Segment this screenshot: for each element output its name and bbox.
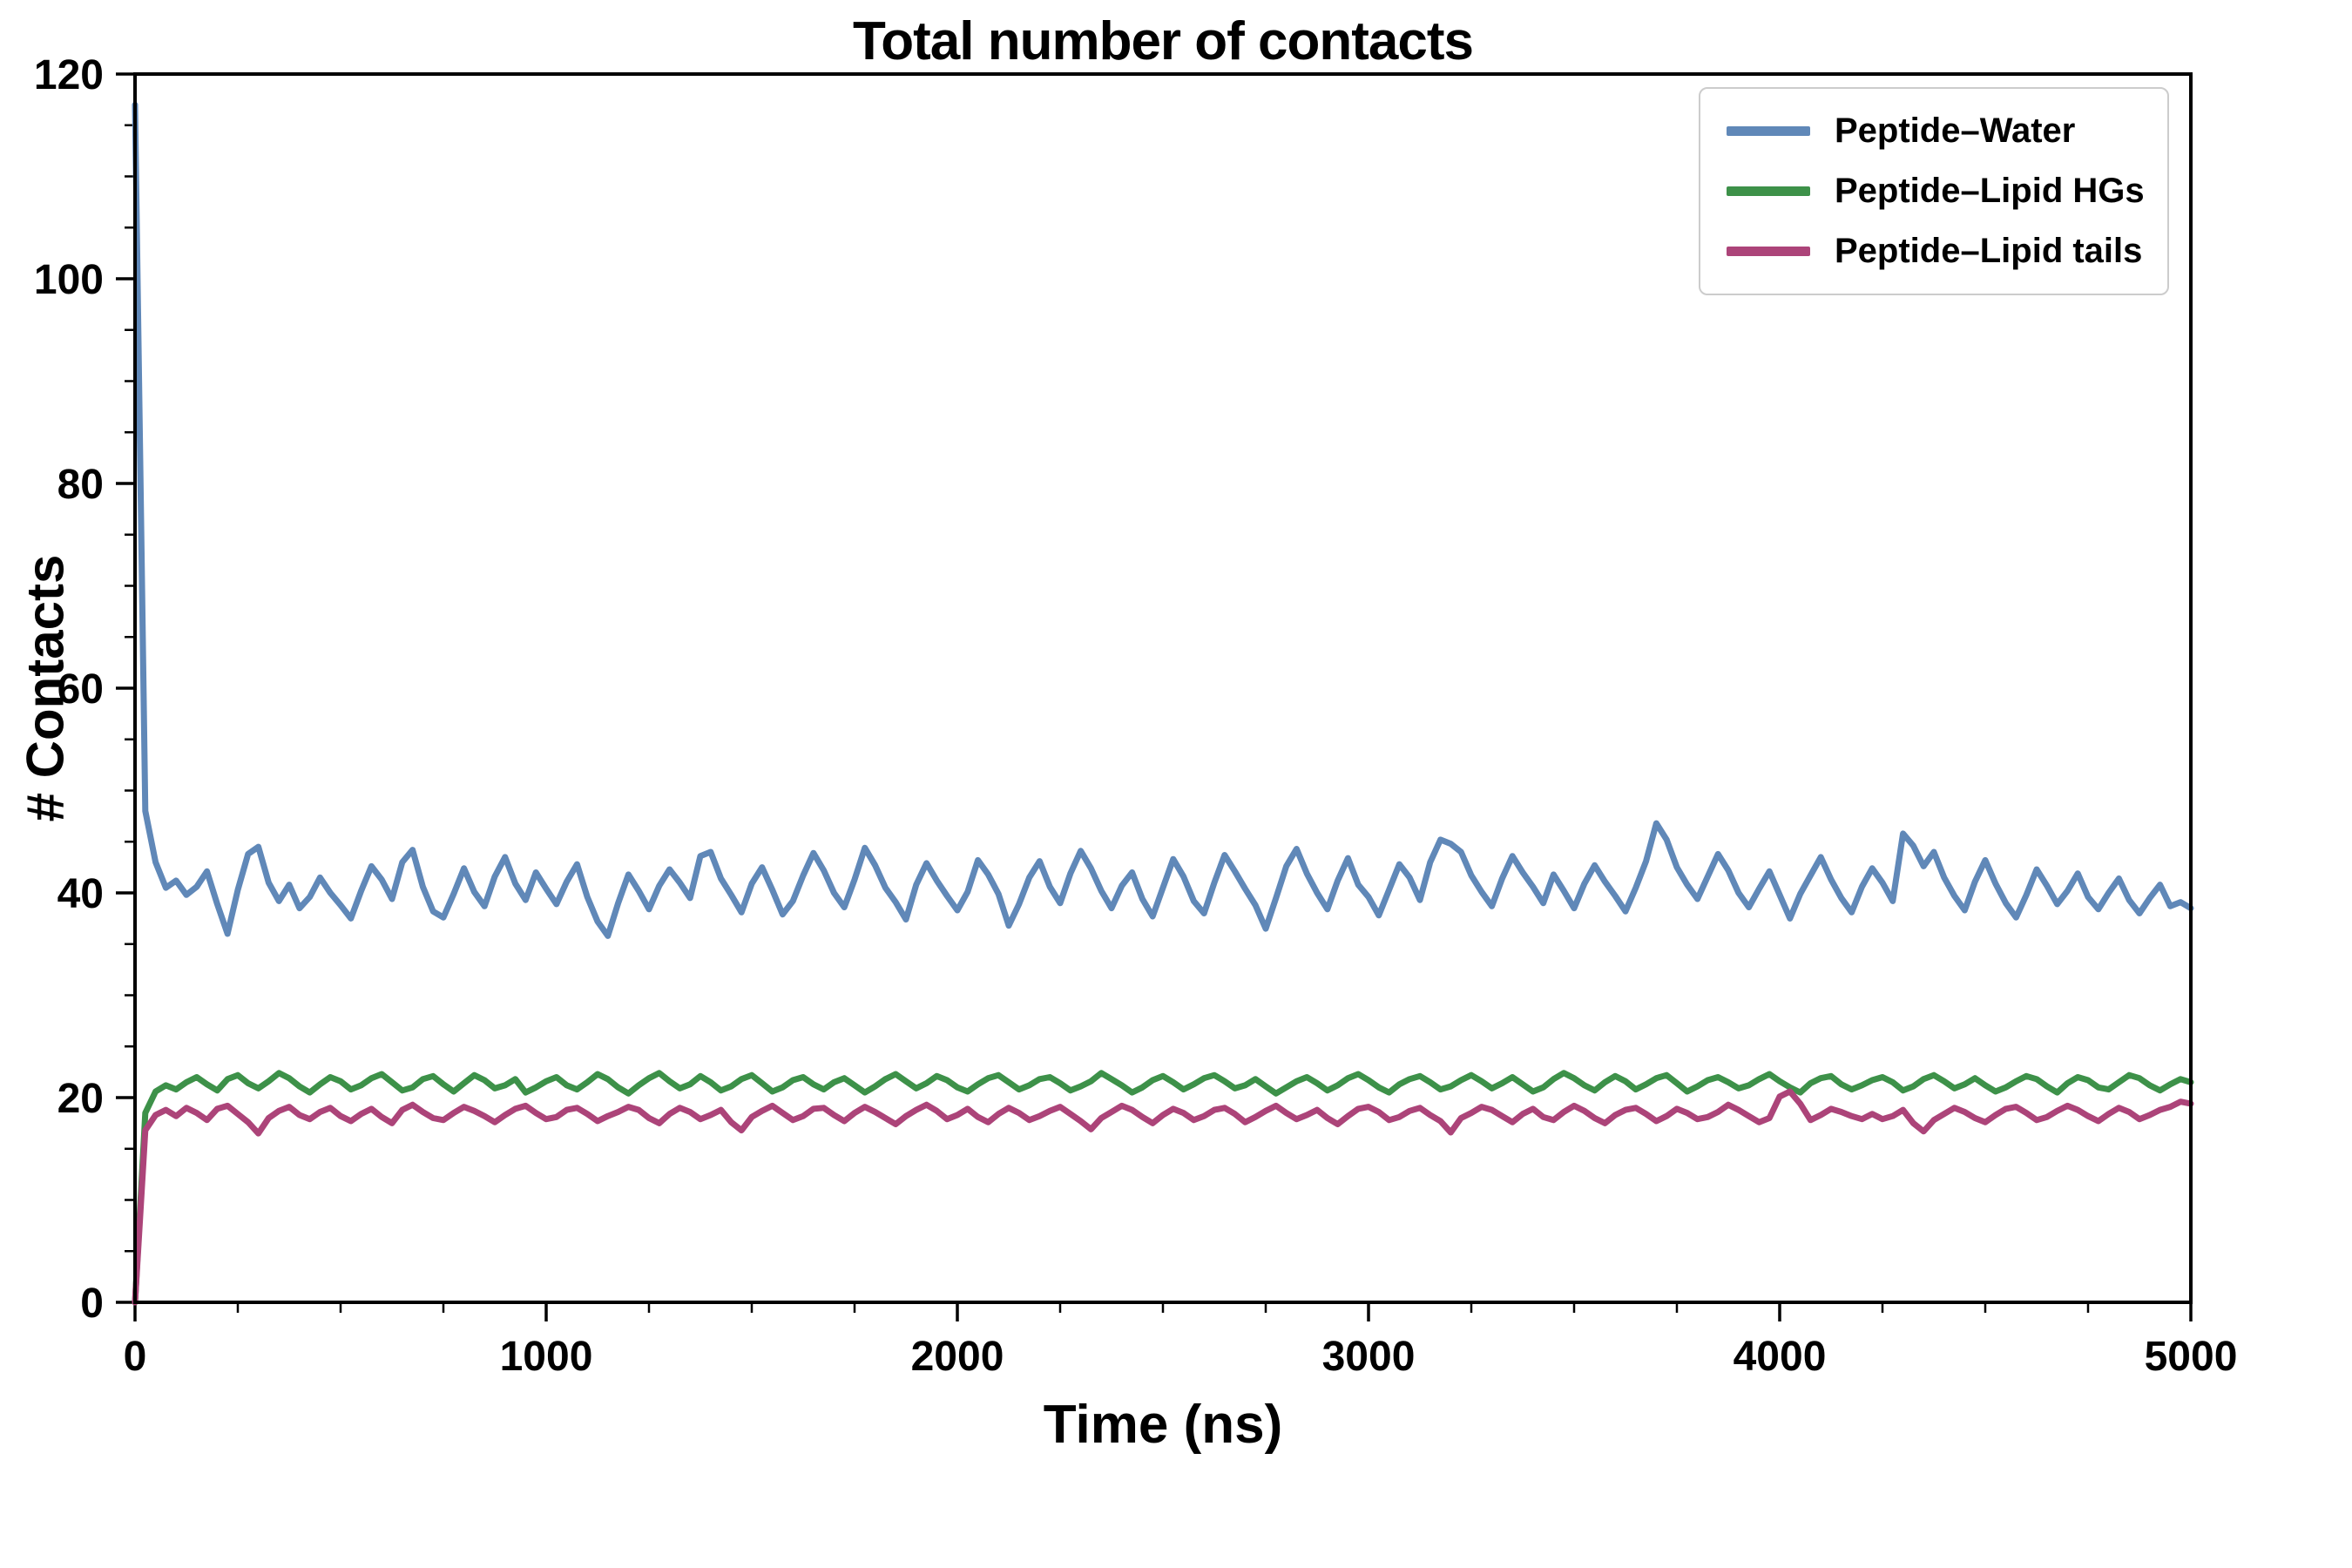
- y-tick-label: 100: [34, 257, 104, 303]
- y-tick-label: 80: [57, 462, 104, 508]
- series-line-1: [132, 1070, 2194, 1306]
- y-tick-label: 20: [57, 1076, 104, 1122]
- y-tick-label: 60: [57, 666, 104, 713]
- x-axis-label: Time (ns): [1043, 1395, 1283, 1455]
- y-tick-label: 120: [34, 52, 104, 98]
- series-line-2: [132, 1088, 2194, 1306]
- x-tick-label: 4000: [1734, 1334, 1827, 1380]
- x-tick-label: 1000: [500, 1334, 593, 1380]
- legend-swatch-peptide-lipid-hgs: [1727, 186, 1810, 196]
- x-tick-label: 5000: [2145, 1334, 2238, 1380]
- y-tick-label: 0: [80, 1281, 104, 1327]
- chart-title: Total number of contacts: [852, 11, 1474, 71]
- legend-swatch-peptide-water: [1727, 126, 1810, 136]
- legend-swatch-peptide-lipid-tails: [1727, 247, 1810, 256]
- legend: Peptide–Water Peptide–Lipid HGs Peptide–…: [1699, 87, 2169, 295]
- legend-label-peptide-lipid-tails: Peptide–Lipid tails: [1835, 232, 2143, 270]
- x-tick-label: 0: [124, 1334, 147, 1380]
- x-tick-label: 2000: [911, 1334, 1004, 1380]
- plot-spines: [133, 72, 2193, 1304]
- legend-label-peptide-lipid-hgs: Peptide–Lipid HGs: [1835, 172, 2145, 210]
- y-tick-label: 40: [57, 871, 104, 917]
- legend-item: Peptide–Lipid tails: [1700, 225, 2167, 278]
- legend-item: Peptide–Lipid HGs: [1700, 165, 2167, 218]
- legend-label-peptide-water: Peptide–Water: [1835, 112, 2076, 150]
- legend-item: Peptide–Water: [1700, 105, 2167, 158]
- series-line-0: [132, 101, 2194, 939]
- x-tick-label: 3000: [1322, 1334, 1416, 1380]
